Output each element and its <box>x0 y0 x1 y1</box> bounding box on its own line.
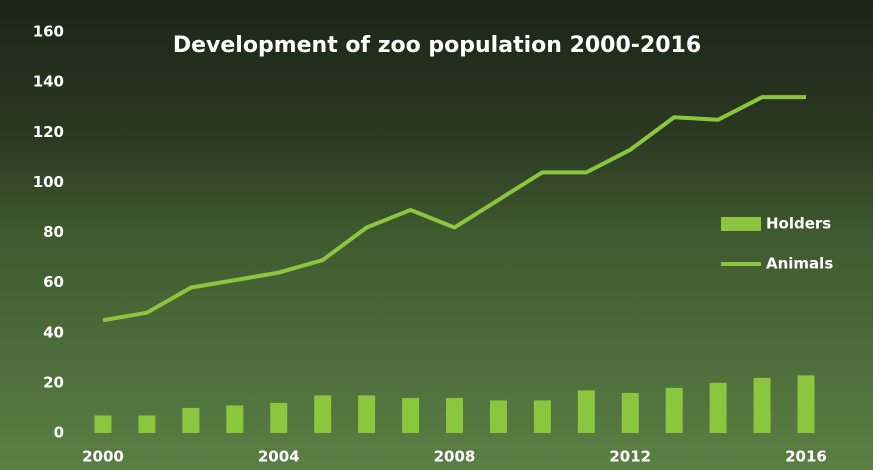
y-tick-label: 140 <box>33 73 64 91</box>
y-tick-label: 120 <box>33 123 64 141</box>
bar <box>797 375 815 433</box>
bar <box>753 377 771 433</box>
legend-label: Animals <box>766 255 833 273</box>
bar <box>402 397 420 433</box>
bar <box>270 402 288 433</box>
bar <box>665 387 683 433</box>
bar <box>577 390 595 433</box>
bar <box>226 405 244 433</box>
bar <box>358 395 376 433</box>
bar <box>533 400 551 433</box>
legend-label: Holders <box>766 215 831 233</box>
x-tick-label: 2004 <box>258 448 300 466</box>
bar <box>709 382 727 433</box>
line <box>102 95 806 323</box>
x-tick-label: 2016 <box>785 448 827 466</box>
y-tick-label: 20 <box>43 373 64 391</box>
bar <box>621 392 639 433</box>
x-tick-label: 2000 <box>82 448 124 466</box>
x-tick-label: 2008 <box>434 448 476 466</box>
bar <box>489 400 507 433</box>
chart-title: Development of zoo population 2000-2016 <box>173 33 701 58</box>
y-tick-label: 0 <box>54 424 64 442</box>
x-tick-label: 2012 <box>609 448 651 466</box>
bar <box>94 415 112 433</box>
y-tick-label: 100 <box>33 173 64 191</box>
bar <box>138 415 156 433</box>
bar <box>182 407 200 433</box>
legend-swatch <box>721 217 761 231</box>
y-tick-label: 60 <box>43 273 64 291</box>
y-tick-label: 160 <box>33 23 64 41</box>
bar <box>314 395 332 433</box>
y-tick-label: 40 <box>43 323 64 341</box>
y-tick-label: 80 <box>43 223 64 241</box>
bar <box>446 397 463 433</box>
